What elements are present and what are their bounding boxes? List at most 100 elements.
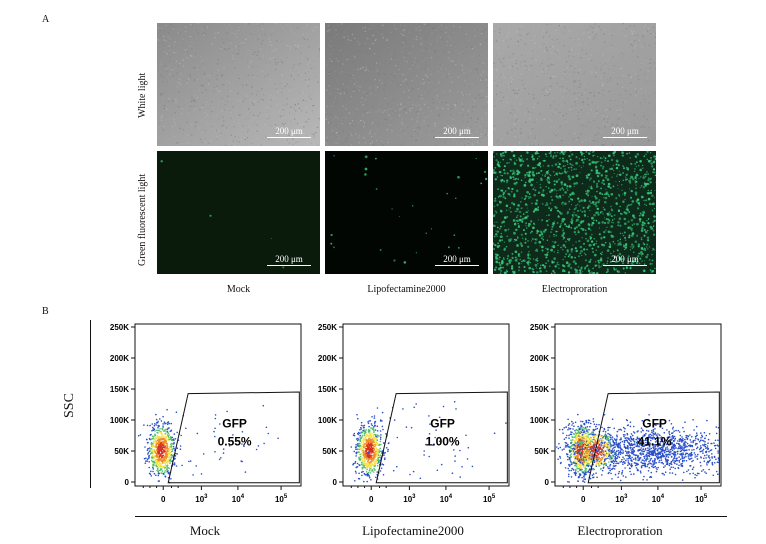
event-dot bbox=[687, 469, 690, 471]
event-dot bbox=[610, 472, 612, 475]
event-dot bbox=[592, 468, 594, 471]
event-dot bbox=[171, 439, 174, 442]
event-dot bbox=[668, 419, 671, 422]
event-dot bbox=[149, 453, 152, 455]
event-dot bbox=[589, 451, 592, 453]
scale-bar-text: 200 μm bbox=[275, 126, 303, 136]
event-dot bbox=[597, 459, 599, 461]
event-dot bbox=[575, 468, 577, 471]
event-dot bbox=[354, 446, 357, 448]
event-dot bbox=[592, 473, 595, 475]
event-dot bbox=[612, 439, 614, 442]
event-dot bbox=[152, 463, 154, 466]
event-dot bbox=[371, 428, 374, 431]
event-dot bbox=[162, 425, 164, 427]
event-dot bbox=[368, 469, 371, 472]
event-dot bbox=[153, 451, 155, 454]
scale-bar-text: 200 μm bbox=[275, 254, 303, 264]
event-dot bbox=[571, 448, 574, 450]
event-dot bbox=[708, 460, 710, 462]
event-dot bbox=[361, 460, 364, 463]
x-tick-label: 105 bbox=[275, 494, 288, 504]
event-dot bbox=[665, 455, 668, 458]
event-dot bbox=[586, 430, 588, 432]
event-dot bbox=[616, 435, 618, 438]
event-dot bbox=[600, 444, 602, 447]
event-dot bbox=[630, 451, 632, 454]
event-dot bbox=[387, 442, 390, 445]
event-dot bbox=[155, 456, 158, 458]
event-dot bbox=[574, 460, 576, 463]
event-dot bbox=[624, 454, 627, 457]
event-dot bbox=[583, 478, 585, 480]
event-dot bbox=[588, 437, 591, 440]
event-dot bbox=[627, 448, 629, 450]
event-dot bbox=[655, 434, 658, 436]
event-dot bbox=[581, 436, 584, 439]
event-dot bbox=[459, 476, 461, 478]
event-dot bbox=[576, 446, 579, 449]
event-dot bbox=[647, 430, 650, 432]
event-dot bbox=[635, 459, 637, 461]
event-dot bbox=[267, 432, 270, 435]
event-dot bbox=[595, 449, 598, 452]
event-dot bbox=[583, 476, 585, 478]
event-dot bbox=[162, 451, 165, 453]
event-dot bbox=[359, 429, 361, 431]
event-dot bbox=[144, 446, 146, 448]
event-dot bbox=[705, 472, 707, 475]
event-dot bbox=[670, 448, 672, 451]
event-dot bbox=[565, 444, 567, 447]
event-dot bbox=[568, 449, 571, 452]
event-dot bbox=[646, 463, 649, 466]
event-dot bbox=[634, 457, 637, 459]
event-dot bbox=[154, 457, 156, 459]
event-dot bbox=[361, 445, 363, 448]
event-dot bbox=[687, 457, 690, 459]
event-dot bbox=[577, 425, 579, 428]
event-dot bbox=[672, 426, 674, 429]
event-dot bbox=[167, 459, 170, 461]
event-dot bbox=[373, 417, 376, 419]
event-dot bbox=[582, 471, 584, 474]
event-dot bbox=[622, 475, 625, 477]
event-dot bbox=[665, 459, 667, 462]
event-dot bbox=[148, 454, 150, 457]
event-dot bbox=[170, 438, 173, 440]
event-dot bbox=[633, 458, 635, 460]
event-dot bbox=[708, 450, 710, 453]
event-dot bbox=[630, 473, 632, 476]
event-dot bbox=[564, 446, 567, 448]
event-dot bbox=[162, 444, 164, 447]
event-dot bbox=[592, 433, 595, 436]
event-dot bbox=[692, 419, 694, 421]
event-dot bbox=[682, 457, 684, 460]
event-dot bbox=[703, 443, 706, 446]
event-dot bbox=[694, 456, 696, 458]
event-dot bbox=[148, 457, 150, 460]
event-dot bbox=[645, 437, 648, 439]
event-dot bbox=[666, 429, 668, 431]
event-dot bbox=[689, 455, 691, 457]
event-dot bbox=[585, 471, 587, 473]
event-dot bbox=[575, 444, 578, 447]
event-dot bbox=[570, 442, 572, 444]
event-dot bbox=[157, 459, 160, 462]
event-dot bbox=[623, 458, 625, 460]
event-dot bbox=[660, 438, 663, 440]
event-dot bbox=[648, 436, 650, 439]
event-dot bbox=[383, 442, 385, 444]
event-dot bbox=[172, 438, 175, 441]
event-dot bbox=[374, 429, 377, 431]
event-dot bbox=[583, 453, 585, 456]
event-dot bbox=[154, 430, 156, 432]
event-dot bbox=[680, 449, 683, 452]
event-dot bbox=[363, 459, 366, 461]
event-dot bbox=[365, 449, 368, 451]
event-dot bbox=[665, 453, 667, 456]
event-dot bbox=[648, 451, 651, 453]
event-dot bbox=[568, 473, 570, 476]
event-dot bbox=[364, 456, 367, 458]
event-dot bbox=[695, 447, 698, 450]
event-dot bbox=[148, 461, 150, 463]
